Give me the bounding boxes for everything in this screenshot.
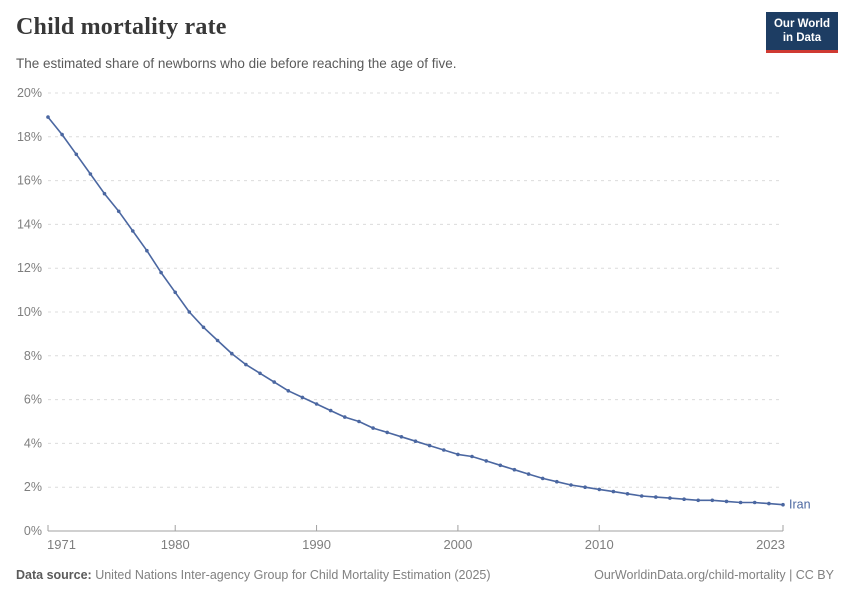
data-point[interactable] — [159, 270, 163, 275]
data-point[interactable] — [724, 499, 729, 504]
data-point[interactable] — [357, 419, 361, 424]
data-point[interactable] — [173, 290, 177, 295]
y-axis-tick-label: 14% — [17, 217, 42, 231]
data-point[interactable] — [512, 467, 517, 472]
data-point[interactable] — [625, 492, 630, 496]
data-point[interactable] — [258, 371, 262, 376]
data-point[interactable] — [314, 402, 319, 406]
data-point[interactable] — [668, 496, 672, 500]
data-point[interactable] — [371, 426, 375, 430]
y-axis-tick-label: 10% — [17, 305, 42, 319]
y-axis-tick-label: 6% — [24, 393, 42, 407]
data-point[interactable] — [131, 229, 135, 233]
data-point[interactable] — [639, 494, 644, 498]
x-axis-tick-label: 2023 — [756, 537, 785, 552]
x-axis-tick-label: 2000 — [443, 537, 472, 552]
data-point[interactable] — [413, 439, 418, 444]
data-point[interactable] — [46, 115, 50, 119]
y-axis-tick-label: 8% — [24, 349, 42, 363]
owid-logo-line1: Our World — [773, 18, 830, 30]
data-point[interactable] — [696, 498, 700, 503]
data-point[interactable] — [470, 454, 474, 459]
owid-logo[interactable]: Our World in Data — [765, 12, 838, 53]
x-axis-tick-label: 1990 — [302, 537, 331, 552]
y-axis-tick-label: 0% — [24, 524, 42, 538]
data-source-text: United Nations Inter-agency Group for Ch… — [91, 568, 491, 582]
chart-footer: Data source: United Nations Inter-agency… — [16, 568, 834, 582]
data-point[interactable] — [555, 479, 559, 484]
data-point[interactable] — [781, 502, 785, 507]
data-point[interactable] — [682, 497, 686, 502]
data-source-note: Data source: United Nations Inter-agency… — [16, 568, 491, 582]
data-point[interactable] — [767, 501, 771, 506]
owid-logo-line2: in Data — [782, 32, 822, 45]
data-point[interactable] — [399, 435, 404, 439]
data-point[interactable] — [654, 495, 658, 499]
data-point[interactable] — [427, 443, 432, 448]
data-point[interactable] — [752, 500, 757, 505]
data-point[interactable] — [738, 500, 743, 505]
data-point[interactable] — [300, 395, 305, 400]
data-point[interactable] — [145, 248, 149, 253]
data-point[interactable] — [385, 430, 390, 435]
data-point[interactable] — [484, 459, 489, 463]
page-subtitle: The estimated share of newborns who die … — [16, 56, 457, 71]
y-axis-tick-label: 4% — [24, 436, 42, 450]
data-point[interactable] — [442, 448, 446, 452]
y-axis-tick-label: 20% — [17, 86, 42, 100]
data-point[interactable] — [102, 191, 107, 196]
x-axis-tick-label: 1971 — [47, 537, 76, 552]
data-point[interactable] — [343, 415, 347, 419]
data-point[interactable] — [597, 487, 602, 492]
data-point[interactable] — [611, 489, 616, 494]
page-title: Child mortality rate — [16, 14, 227, 40]
data-point[interactable] — [498, 463, 503, 468]
series-line-iran[interactable] — [47, 116, 784, 506]
y-axis-tick-label: 2% — [24, 480, 42, 494]
data-point[interactable] — [540, 476, 545, 481]
x-axis-tick-label: 1980 — [161, 537, 190, 552]
y-axis-tick-label: 16% — [17, 174, 42, 188]
y-axis-tick-label: 12% — [17, 261, 42, 275]
data-point[interactable] — [201, 325, 206, 330]
data-point[interactable] — [244, 362, 248, 367]
data-point[interactable] — [569, 483, 573, 487]
data-point[interactable] — [88, 172, 93, 176]
data-point[interactable] — [456, 452, 460, 457]
data-point[interactable] — [272, 380, 277, 384]
y-axis-tick-label: 18% — [17, 130, 42, 144]
data-point[interactable] — [710, 498, 715, 503]
owid-citation-link[interactable]: OurWorldinData.org/child-mortality | CC … — [594, 568, 834, 582]
data-point[interactable] — [328, 408, 333, 413]
x-axis-tick-label: 2010 — [585, 537, 614, 552]
data-point[interactable] — [230, 351, 234, 356]
data-source-label: Data source: — [16, 568, 92, 582]
line-chart[interactable]: 0% 2% 4% 6% 8% 10% 12% 14% 16% 18% 20% 1971 1980 1990… — [0, 80, 850, 566]
data-point[interactable] — [60, 132, 64, 137]
data-point[interactable] — [116, 209, 121, 214]
data-point[interactable] — [526, 472, 531, 476]
data-point[interactable] — [286, 389, 291, 393]
series-end-label[interactable]: Iran — [789, 498, 811, 512]
data-point[interactable] — [583, 485, 587, 490]
data-point[interactable] — [187, 310, 192, 314]
data-point[interactable] — [74, 152, 79, 157]
data-point[interactable] — [215, 338, 220, 343]
